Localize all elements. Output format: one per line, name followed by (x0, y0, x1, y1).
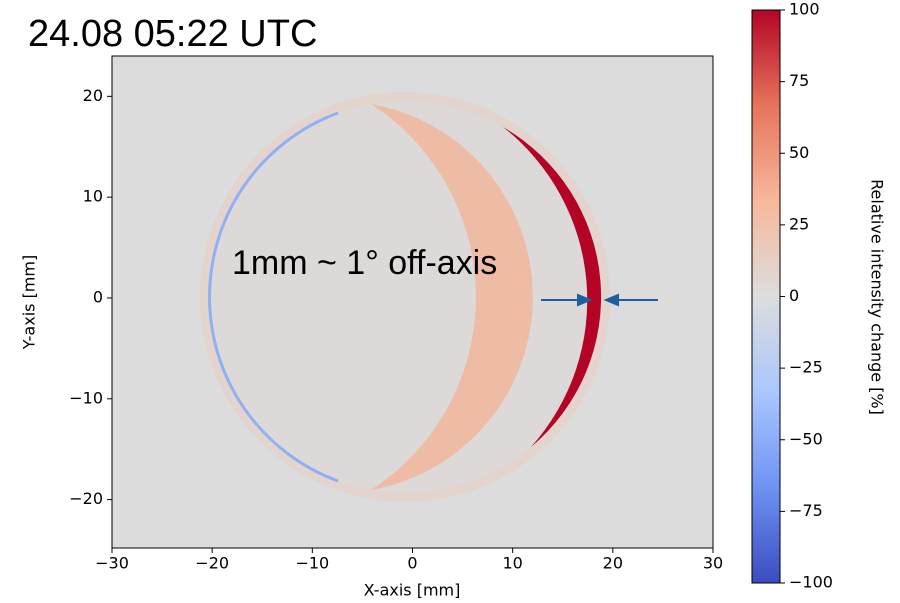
colorbar-tick-label: −50 (789, 429, 823, 448)
y-tick-label: −10 (69, 388, 103, 407)
y-axis-label: Y-axis [mm] (20, 255, 39, 350)
chart-title: 24.08 05:22 UTC (28, 13, 317, 55)
colorbar-label: Relative intensity change [%] (868, 179, 887, 415)
x-tick-label: 20 (603, 554, 623, 573)
y-tick-label: 10 (83, 187, 103, 206)
colorbar-tick-label: 25 (789, 214, 809, 233)
colorbar-tick-label: −75 (789, 501, 823, 520)
colorbar-tick-label: 75 (789, 71, 809, 90)
colorbar-tick-label: −25 (789, 358, 823, 377)
x-tick-label: 0 (407, 554, 417, 573)
x-tick-label: −10 (295, 554, 329, 573)
x-tick-label: 30 (703, 554, 723, 573)
colorbar-tick-label: 100 (789, 0, 820, 19)
chart: 24.08 05:22 UTC 1mm ~ 1° off-axis X-axis… (0, 0, 900, 603)
colorbar (752, 10, 780, 583)
y-tick-label: 20 (83, 86, 103, 105)
x-tick-label: −20 (195, 554, 229, 573)
colorbar-tick-label: 0 (789, 286, 799, 305)
colorbar-tick-label: −100 (789, 573, 833, 592)
x-tick-label: 10 (502, 554, 522, 573)
y-tick-label: 0 (93, 287, 103, 306)
image (112, 56, 713, 548)
colorbar-tick-label: 50 (789, 143, 809, 162)
y-tick-label: −20 (69, 489, 103, 508)
x-tick-label: −30 (95, 554, 129, 573)
x-axis-label: X-axis [mm] (364, 581, 461, 600)
annotation: 1mm ~ 1° off-axis (232, 244, 497, 282)
